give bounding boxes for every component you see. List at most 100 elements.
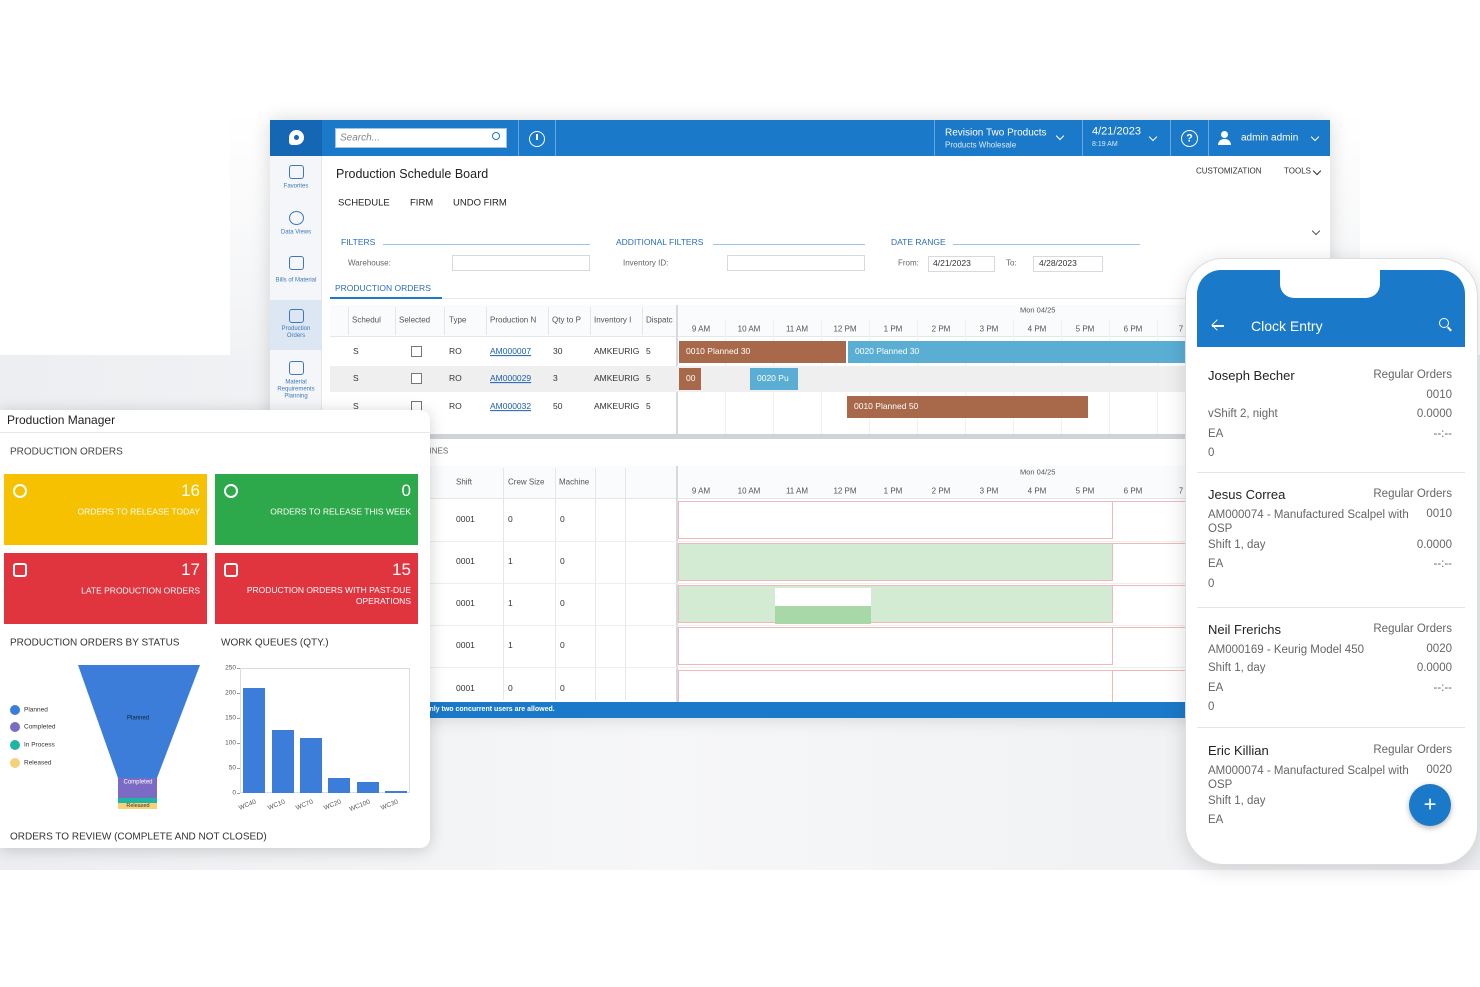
branch: Products Wholesale <box>945 140 1017 150</box>
toolbar-button[interactable]: SCHEDULE <box>338 197 390 209</box>
toolbar-button[interactable]: FIRM <box>410 197 434 209</box>
filter-rule <box>713 244 865 245</box>
entry-qty: 0 <box>1208 701 1215 713</box>
cell: 0001 <box>456 683 475 694</box>
capacity-rule <box>1113 585 1185 586</box>
kpi-tile[interactable] <box>215 474 418 545</box>
bar[interactable] <box>243 688 266 793</box>
sidebar-label[interactable]: Production Orders <box>281 326 311 339</box>
clock-entry[interactable]: Joseph Becher Regular Orders 0010 vShift 2,… <box>1208 366 1452 464</box>
history-icon[interactable] <box>529 131 545 147</box>
cell: 0 <box>560 598 565 609</box>
separator <box>1197 727 1465 728</box>
entry-shift: Shift 1, day <box>1208 538 1266 551</box>
cell: 1 <box>508 556 513 567</box>
bar[interactable] <box>328 778 351 793</box>
hour-label: 11 AM <box>785 486 809 496</box>
hour-label: 5 PM <box>1075 486 1095 496</box>
order-link[interactable]: AM000032 <box>490 401 532 412</box>
phone <box>1185 258 1478 865</box>
cell: 5 <box>646 346 651 357</box>
sidebar-label[interactable]: Bills of Material <box>275 277 317 284</box>
date-input[interactable] <box>928 256 995 272</box>
legend-label: Planned <box>24 706 48 714</box>
column-header: Selected <box>399 315 431 325</box>
fab-icon: + <box>1423 791 1437 817</box>
tile-label: LATE PRODUCTION ORDERS <box>81 585 200 596</box>
logo-dot <box>294 135 299 140</box>
entry-row: Joseph Becher Regular Orders <box>1208 366 1452 386</box>
checkbox[interactable] <box>411 346 422 357</box>
hour-label: 7 <box>1178 324 1184 334</box>
date-input[interactable] <box>1033 256 1103 272</box>
toolbar-button[interactable]: UNDO FIRM <box>453 197 507 209</box>
cell: 0 <box>560 556 565 567</box>
schedule-bar[interactable] <box>679 368 701 390</box>
entry-row: EA <box>1208 811 1452 831</box>
capacity-rule <box>1113 543 1185 544</box>
cell: 3 <box>553 373 558 384</box>
company[interactable]: Revision Two Products <box>945 127 1047 139</box>
hour-label: 2 PM <box>931 486 951 496</box>
filter-label: Warehouse: <box>348 258 391 268</box>
date-value: 4/21/2023 <box>933 258 971 269</box>
kpi-tile[interactable] <box>4 474 207 545</box>
clock-entry[interactable]: Jesus Correa Regular Orders AM000074 - Man… <box>1208 485 1452 594</box>
sidebar-icon[interactable] <box>289 256 304 270</box>
row-line <box>430 583 1185 584</box>
cell: 50 <box>553 401 563 412</box>
filter-input[interactable] <box>452 255 590 271</box>
bar[interactable] <box>299 738 322 793</box>
cell: AMKEURIG <box>594 401 640 412</box>
bar[interactable] <box>384 790 407 793</box>
schedule-bar[interactable] <box>847 396 1088 418</box>
kpi-tile[interactable] <box>215 553 418 624</box>
chart-title: PRODUCTION ORDERS BY STATUS <box>10 637 180 649</box>
entry-row: vShift 2, night 0.0000 <box>1208 405 1452 425</box>
entry-row: Shift 1, day 0.0000 <box>1208 659 1452 679</box>
checkbox[interactable] <box>411 373 422 384</box>
bar[interactable] <box>356 782 379 793</box>
filter-input[interactable] <box>727 255 865 271</box>
search-box[interactable] <box>335 128 507 148</box>
clock-entry[interactable]: Eric Killian Regular Orders AM000074 - Man… <box>1208 741 1452 831</box>
entry-time: --:-- <box>1433 558 1452 570</box>
order-link[interactable]: AM000007 <box>490 346 532 357</box>
entry-order_type: Regular Orders <box>1373 488 1452 500</box>
sidebar-icon[interactable] <box>289 165 304 179</box>
sidebar-icon[interactable] <box>289 211 304 225</box>
tile-icon <box>13 563 27 577</box>
y-tick-label: 100 <box>225 739 236 747</box>
sidebar-label[interactable]: Material Requirements Planning <box>277 379 315 400</box>
fab[interactable] <box>1409 784 1451 826</box>
section-title: PRODUCTION ORDERS <box>10 446 123 458</box>
entry-qty: 0 <box>1208 577 1215 590</box>
back-arrow[interactable] <box>1212 325 1224 327</box>
schedule-bar[interactable] <box>679 341 846 363</box>
entry-row: Jesus Correa Regular Orders <box>1208 485 1452 505</box>
schedule-bar[interactable] <box>848 341 1185 363</box>
sidebar-label[interactable]: Favorites <box>283 183 309 190</box>
help-circle[interactable] <box>1181 130 1198 147</box>
sidebar-icon[interactable] <box>289 309 304 323</box>
date[interactable]: 4/21/2023 <box>1092 125 1141 138</box>
tile-label: ORDERS TO RELEASE TODAY <box>77 506 200 517</box>
clock-entry[interactable]: Neil Frerichs Regular Orders AM000169 - Ke… <box>1208 620 1452 718</box>
tab[interactable]: PRODUCTION ORDERS <box>335 283 431 294</box>
user[interactable]: admin admin <box>1241 132 1299 144</box>
sidebar-icon[interactable] <box>289 361 304 375</box>
status-text: Only two concurrent users are allowed. <box>424 705 555 713</box>
kpi-tile[interactable] <box>4 553 207 624</box>
tile-icon <box>13 484 27 498</box>
y-tick <box>237 718 240 719</box>
link[interactable]: CUSTOMIZATION <box>1196 166 1262 176</box>
search-icon[interactable] <box>1439 318 1449 328</box>
bar[interactable] <box>271 729 294 793</box>
order-link[interactable]: AM000029 <box>490 373 532 384</box>
entry-name: Joseph Becher <box>1208 368 1295 383</box>
schedule-bar[interactable] <box>750 368 798 390</box>
sidebar-label[interactable]: Data Views <box>280 229 312 236</box>
legend-dot <box>10 722 20 732</box>
link[interactable]: TOOLS <box>1284 166 1311 176</box>
divider <box>555 120 556 156</box>
